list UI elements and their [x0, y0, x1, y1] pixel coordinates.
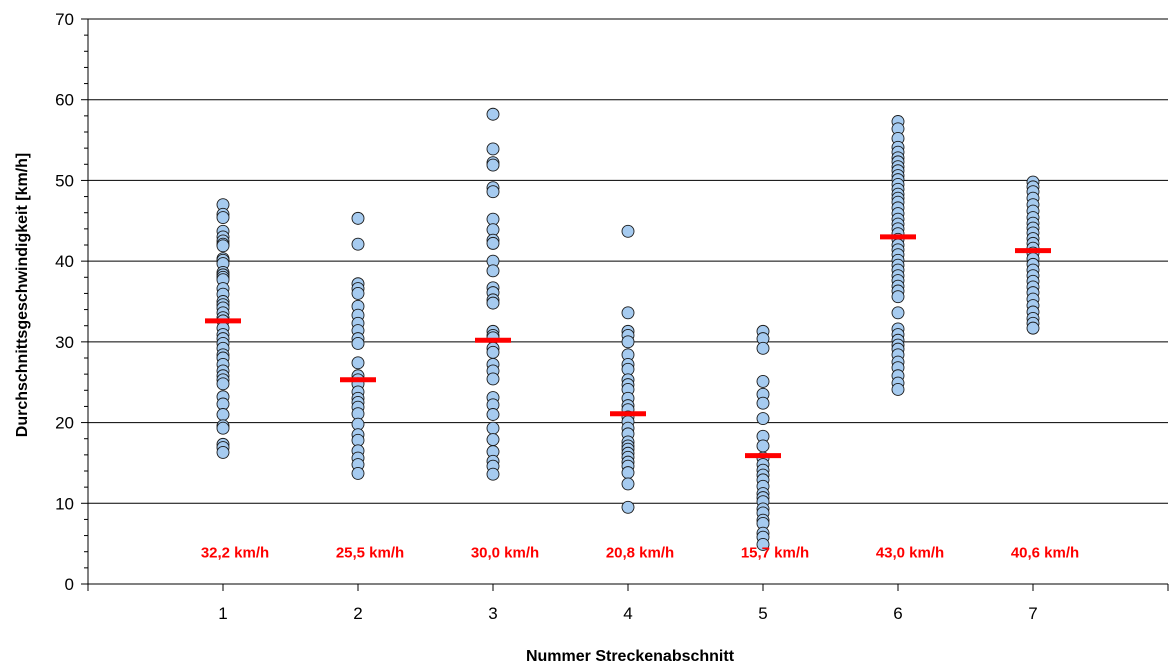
data-point-s2-1: [351, 237, 365, 251]
data-point-s3-32: [486, 467, 500, 481]
data-point-s4-4: [621, 335, 635, 349]
data-points: [216, 107, 1040, 551]
data-point-s3-1: [486, 142, 500, 156]
mean-label-6: 43,0 km/h: [876, 544, 944, 561]
x-tick-label-5: 5: [758, 604, 767, 623]
mean-labels: 32,2 km/h 25,5 km/h 30,0 km/h 20,8 km/h 15,7…: [201, 544, 1079, 561]
y-tick-label-60: 60: [55, 91, 74, 110]
data-point-s2-26: [351, 466, 365, 480]
data-point-s5-8: [756, 439, 770, 453]
data-point-s4-0: [621, 224, 635, 238]
y-tick-label-70: 70: [55, 10, 74, 29]
data-point-s6-45: [891, 383, 905, 396]
mean-label-3: 30,0 km/h: [471, 544, 539, 561]
mean-label-7: 40,6 km/h: [1011, 544, 1079, 561]
y-axis-title: Durchschnittsgeschwindigkeit [km/h]: [14, 153, 31, 437]
x-tick-label-4: 4: [623, 604, 632, 623]
data-point-s3-9: [486, 236, 500, 250]
data-point-s4-25: [621, 466, 635, 480]
y-tick-label-20: 20: [55, 414, 74, 433]
data-point-s2-4: [351, 286, 365, 300]
x-axis-title: Nummer Streckenabschnitt: [526, 648, 735, 665]
data-point-s5-3: [756, 374, 770, 388]
x-tick-label-7: 7: [1028, 604, 1037, 623]
y-tick-label-40: 40: [55, 252, 74, 271]
data-point-s1-2: [216, 211, 230, 225]
mean-label-2: 25,5 km/h: [336, 544, 404, 561]
data-point-s3-20: [486, 345, 500, 359]
data-point-s3-28: [486, 433, 500, 446]
mean-label-1: 32,2 km/h: [201, 544, 269, 561]
data-point-s1-7: [216, 239, 230, 253]
data-point-s3-0: [486, 107, 500, 121]
data-point-s1-42: [216, 445, 230, 459]
x-tick-label-2: 2: [353, 604, 362, 623]
data-point-s5-2: [756, 341, 770, 355]
data-point-s4-1: [621, 306, 635, 320]
axes: 0 10 20 30 40 50 60 70 1 2 3 4 5 6 7: [55, 10, 1169, 623]
data-point-s5-6: [756, 412, 770, 425]
data-point-s2-10: [351, 337, 365, 350]
data-point-s7-26: [1026, 321, 1040, 335]
data-point-s1-37: [216, 408, 230, 421]
y-tick-label-50: 50: [55, 171, 74, 190]
mean-label-5: 15,7 km/h: [741, 544, 809, 561]
data-point-s3-5: [486, 185, 500, 199]
data-point-s5-5: [756, 396, 770, 410]
data-point-s4-27: [621, 500, 635, 514]
y-tick-label-10: 10: [55, 494, 74, 513]
mean-label-4: 20,8 km/h: [606, 544, 674, 561]
data-point-s3-11: [486, 264, 500, 278]
x-tick-label-1: 1: [218, 604, 227, 623]
x-tick-label-3: 3: [488, 604, 497, 623]
data-point-s1-34: [216, 377, 230, 391]
data-point-s6-33: [891, 290, 905, 304]
data-point-s6-34: [891, 306, 905, 320]
data-point-s4-26: [621, 477, 635, 491]
data-point-s3-27: [486, 421, 500, 435]
mean-markers: [205, 234, 1051, 459]
data-point-s1-39: [216, 421, 230, 435]
data-point-s2-11: [351, 356, 365, 370]
x-tick-label-6: 6: [893, 604, 902, 623]
data-point-s5-24: [756, 538, 770, 551]
data-point-s3-26: [486, 408, 500, 421]
data-point-s3-23: [486, 372, 500, 386]
y-tick-label-30: 30: [55, 333, 74, 352]
data-point-s3-3: [486, 158, 500, 172]
data-point-s2-0: [351, 211, 365, 225]
y-tick-label-0: 0: [65, 575, 74, 594]
data-point-s3-15: [486, 296, 500, 310]
